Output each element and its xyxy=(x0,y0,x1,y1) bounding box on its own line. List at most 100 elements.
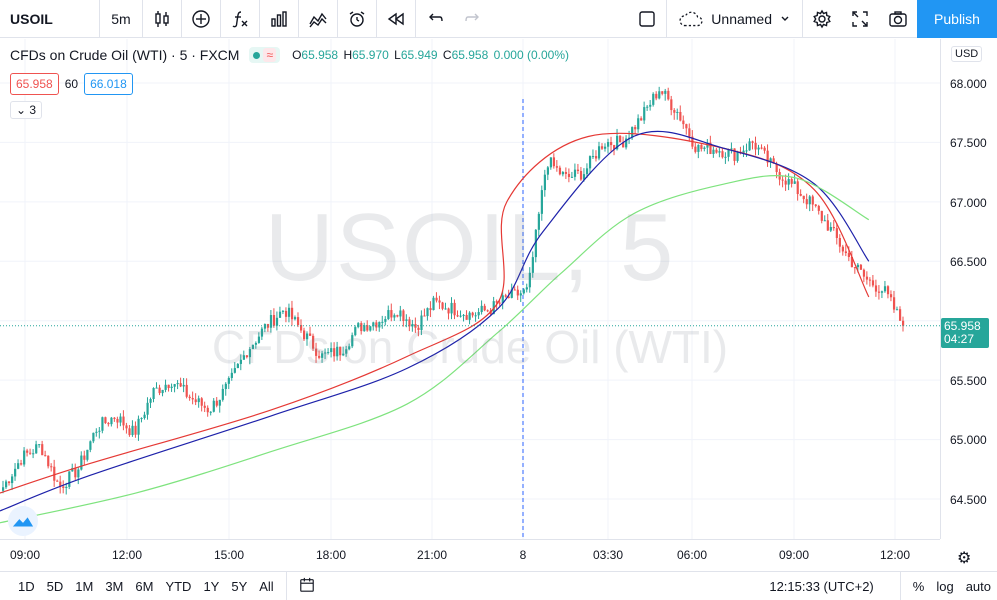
buy-price-button[interactable]: 66.018 xyxy=(84,73,133,95)
symbol-search-button[interactable]: USOIL xyxy=(0,0,100,38)
tradingview-logo[interactable] xyxy=(8,506,38,536)
indicators-collapse-button[interactable]: ⌄ 3 xyxy=(10,101,43,119)
snapshot-button[interactable] xyxy=(879,0,917,38)
candle-body xyxy=(859,264,863,270)
price-chart[interactable] xyxy=(0,39,940,539)
candle-body xyxy=(378,321,381,328)
time-tick: 03:30 xyxy=(592,548,624,562)
fullscreen-mode-button[interactable] xyxy=(628,0,666,38)
candle-body xyxy=(504,295,507,297)
candle-body xyxy=(269,315,273,328)
timezone-clock[interactable]: 12:15:33 (UTC+2) xyxy=(769,578,874,594)
log-scale-toggle[interactable]: log xyxy=(936,578,954,594)
rewind-icon xyxy=(387,12,404,25)
candle-body xyxy=(158,387,161,394)
publish-button[interactable]: Publish xyxy=(917,0,997,38)
templates-button[interactable] xyxy=(299,0,337,38)
time-tick: 8 xyxy=(519,548,527,562)
fullscreen-button[interactable] xyxy=(841,0,879,38)
range-ytd[interactable]: YTD xyxy=(165,578,192,594)
candle-body xyxy=(384,319,387,322)
candle-body xyxy=(327,352,330,354)
candle-body xyxy=(793,181,796,184)
financials-button[interactable] xyxy=(260,0,298,38)
chart-type-button[interactable] xyxy=(143,0,181,38)
range-5y[interactable]: 5Y xyxy=(231,578,248,594)
candle-body xyxy=(591,156,595,158)
candle-body xyxy=(53,466,56,481)
candle-body xyxy=(459,315,462,317)
candle-body xyxy=(176,383,179,385)
candle-body xyxy=(543,174,546,191)
candle-body xyxy=(104,417,107,424)
candle-body xyxy=(441,302,444,309)
sell-price-button[interactable]: 65.958 xyxy=(10,73,59,95)
candle-body xyxy=(468,312,471,320)
layout-name: Unnamed xyxy=(711,10,772,27)
candle-body xyxy=(206,407,209,413)
layout-menu-button[interactable]: Unnamed xyxy=(667,0,802,38)
market-status-badge[interactable]: ≈ xyxy=(249,47,281,63)
redo-icon xyxy=(465,13,479,21)
candle-body xyxy=(209,411,212,413)
compare-button[interactable] xyxy=(182,0,220,38)
last-price-value: 65.958 xyxy=(944,319,981,333)
candle-body xyxy=(306,333,309,340)
candle-body xyxy=(465,314,468,320)
indicators-button[interactable] xyxy=(221,0,259,38)
range-1m[interactable]: 1M xyxy=(75,578,94,594)
toolbar-divider xyxy=(181,0,182,38)
interval-button[interactable]: 5m xyxy=(111,10,131,27)
chart-pane[interactable] xyxy=(0,39,940,539)
candle-body xyxy=(799,194,802,196)
square-icon xyxy=(639,10,655,27)
range-1y[interactable]: 1Y xyxy=(203,578,220,594)
candle-body xyxy=(435,297,438,301)
candle-body xyxy=(251,344,255,350)
legend-title[interactable]: CFDs on Crude Oil (WTI) · 5 · FXCM xyxy=(10,47,240,63)
candle-body xyxy=(685,124,688,129)
candle-body xyxy=(838,237,841,247)
currency-badge[interactable]: USD xyxy=(951,46,983,62)
undo-button[interactable] xyxy=(416,0,454,38)
go-to-date-button[interactable] xyxy=(293,577,321,596)
alert-button[interactable] xyxy=(338,0,376,38)
range-all[interactable]: All xyxy=(259,578,274,594)
auto-scale-toggle[interactable]: auto xyxy=(965,578,991,594)
candle-body xyxy=(510,289,513,298)
candle-body xyxy=(236,363,239,369)
candle-body xyxy=(290,307,294,320)
candle-body xyxy=(835,228,838,238)
range-5d[interactable]: 5D xyxy=(46,578,64,594)
toolbar-divider xyxy=(298,0,299,38)
candle-body xyxy=(811,196,814,205)
chart-settings-gear-icon[interactable]: ⚙ xyxy=(957,550,972,567)
candle-body xyxy=(823,220,826,222)
candle-body xyxy=(230,372,233,378)
range-3m[interactable]: 3M xyxy=(105,578,124,594)
settings-button[interactable] xyxy=(803,0,841,38)
candle-body xyxy=(47,455,50,467)
price-axis[interactable] xyxy=(940,39,997,539)
candle-body xyxy=(588,156,592,169)
candle-body xyxy=(868,279,872,281)
candle-body xyxy=(688,128,691,137)
watermark-description: CFDs on Crude Oil (WTI) xyxy=(211,321,729,373)
candle-body xyxy=(29,452,32,454)
candle-body xyxy=(898,309,902,321)
range-1d[interactable]: 1D xyxy=(18,578,35,594)
time-axis[interactable] xyxy=(0,539,940,571)
low-label: L xyxy=(394,48,401,62)
candle-body xyxy=(516,289,519,296)
time-tick: 06:00 xyxy=(676,548,708,562)
price-tick: 65.500 xyxy=(950,374,987,388)
percent-scale-toggle[interactable]: % xyxy=(912,578,925,594)
candle-body xyxy=(41,444,44,456)
redo-button[interactable] xyxy=(454,0,492,38)
candle-body xyxy=(787,179,790,185)
candle-body xyxy=(125,425,128,429)
replay-button[interactable] xyxy=(377,0,415,38)
range-6m[interactable]: 6M xyxy=(135,578,154,594)
candle-body xyxy=(179,383,182,387)
candle-body xyxy=(679,111,682,121)
